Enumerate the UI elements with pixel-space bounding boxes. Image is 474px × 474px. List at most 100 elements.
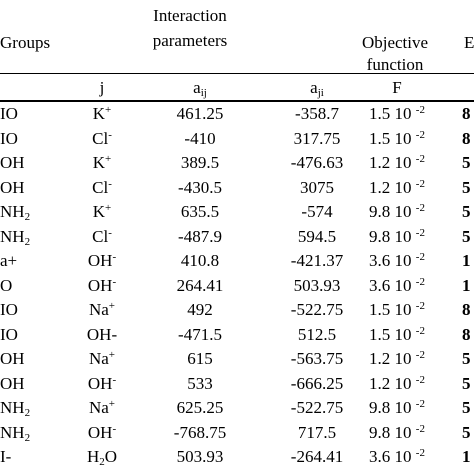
- cell-j-charge: +: [108, 300, 116, 312]
- cell-F: 3.6 10 -2: [369, 251, 425, 270]
- cell-aji: 594.5: [297, 226, 337, 246]
- cell-F-exponent: -2: [415, 324, 425, 337]
- cell-j: Na+: [88, 300, 116, 319]
- cell-aij: 461.25: [176, 104, 224, 123]
- cell-aij: 625.25: [176, 398, 224, 417]
- subheader-rule: [0, 100, 474, 102]
- cell-j: Cl-: [92, 177, 112, 197]
- cell-F-exponent: -2: [415, 373, 425, 386]
- cell-F: 1.5 10 -2: [369, 324, 425, 344]
- cell-j-charge: -: [112, 275, 117, 288]
- cell-F: 3.6 10 -2: [369, 275, 425, 295]
- cell-E: 5: [462, 398, 471, 417]
- cell-E: 5: [462, 373, 471, 393]
- cell-group: NH2: [0, 422, 31, 444]
- cell-aij: -487.9: [178, 226, 222, 246]
- cell-aji: -264.41: [290, 447, 344, 466]
- cell-F-exponent: -2: [415, 153, 425, 165]
- cell-aij: -471.5: [178, 324, 222, 344]
- cell-F-exponent: -2: [415, 349, 425, 361]
- cell-aij: 615: [187, 349, 213, 368]
- cell-j: Na+: [88, 349, 116, 368]
- cell-j-subscript: 2: [99, 456, 105, 468]
- cell-aji: -522.75: [290, 398, 344, 417]
- cell-F-exponent: -2: [415, 300, 425, 312]
- cell-F: 9.8 10 -2: [369, 422, 425, 442]
- cell-F: 9.8 10 -2: [369, 202, 425, 221]
- cell-E: 8: [462, 324, 471, 344]
- cell-j: K+: [92, 104, 112, 123]
- cell-F: 1.5 10 -2: [369, 300, 425, 319]
- cell-j: K+: [92, 202, 112, 221]
- cell-E: 5: [462, 153, 471, 172]
- cell-j: Na+: [88, 398, 116, 417]
- cell-aij: 410.8: [180, 251, 220, 270]
- cell-E: 8: [462, 300, 471, 319]
- cell-F: 1.5 10 -2: [369, 104, 425, 123]
- cell-aij: -768.75: [173, 422, 227, 442]
- cell-j: Cl-: [92, 226, 112, 246]
- cell-aji: -421.37: [290, 251, 344, 270]
- cell-group: I-: [0, 447, 12, 466]
- cell-group: OH: [0, 349, 25, 368]
- header-objective-line1: Objective: [361, 33, 429, 52]
- cell-j: Cl-: [92, 128, 112, 148]
- cell-j: H2O: [86, 447, 118, 468]
- cell-aji: -522.75: [290, 300, 344, 319]
- cell-group: NH2: [0, 226, 31, 248]
- cell-F-exponent: -2: [415, 275, 425, 288]
- cell-j-charge: -: [108, 226, 112, 239]
- cell-j: OH-: [86, 324, 118, 344]
- cell-group: O: [0, 275, 13, 295]
- header-groups: Groups: [0, 33, 51, 52]
- header-cut-column: E: [464, 33, 474, 52]
- cell-aji: -574: [301, 202, 333, 221]
- cell-F: 9.8 10 -2: [369, 398, 425, 417]
- cell-F: 1.2 10 -2: [369, 349, 425, 368]
- cell-F: 1.5 10 -2: [369, 128, 425, 148]
- cell-aij: -430.5: [178, 177, 222, 197]
- cell-F-exponent: -2: [415, 202, 425, 214]
- cell-E: 1: [462, 275, 471, 295]
- cell-group-subscript: 2: [24, 431, 31, 444]
- cell-j: OH-: [87, 422, 117, 442]
- cell-F: 1.2 10 -2: [369, 177, 425, 197]
- cell-E: 1: [462, 251, 471, 270]
- cell-j-charge: -: [112, 373, 117, 386]
- cell-E: 8: [462, 104, 471, 123]
- cell-F-exponent: -2: [415, 398, 425, 410]
- cell-aji: 3075: [300, 177, 334, 197]
- cell-group-subscript: 2: [24, 235, 31, 248]
- cell-j-charge: +: [105, 153, 112, 165]
- cell-E: 1: [462, 447, 471, 466]
- subheader-aji: aji: [310, 78, 324, 99]
- cell-group-subscript: 2: [24, 211, 31, 223]
- cell-aij: -410: [184, 128, 216, 148]
- cell-j: OH-: [87, 275, 117, 295]
- cell-group: IO: [0, 104, 18, 123]
- cell-F-exponent: -2: [415, 422, 425, 435]
- cell-j-charge: +: [105, 202, 112, 214]
- cell-aij: 503.93: [176, 447, 224, 466]
- cell-E: 8: [462, 128, 471, 148]
- cell-j: K+: [92, 153, 112, 172]
- subheader-j: j: [99, 78, 105, 97]
- header-objective-line2: function: [366, 55, 424, 74]
- cell-aji: -563.75: [290, 349, 344, 368]
- cell-group: NH2: [0, 202, 31, 223]
- cell-F: 1.2 10 -2: [369, 153, 425, 172]
- cell-j-charge: +: [108, 349, 116, 361]
- cell-group: OH: [0, 153, 25, 172]
- cell-E: 5: [462, 349, 471, 368]
- cell-group-subscript: 2: [24, 407, 31, 419]
- cell-F-exponent: -2: [415, 177, 425, 190]
- cell-j: OH-: [87, 373, 117, 393]
- cell-aij: 264.41: [176, 275, 224, 295]
- cell-j-charge: +: [105, 104, 112, 116]
- cell-E: 5: [462, 202, 471, 221]
- cell-group: IO: [0, 324, 18, 344]
- cell-aij: 533: [187, 373, 213, 393]
- cell-aji: -358.7: [295, 104, 339, 123]
- cell-aji: -476.63: [290, 153, 344, 172]
- cell-j: OH-: [87, 251, 117, 270]
